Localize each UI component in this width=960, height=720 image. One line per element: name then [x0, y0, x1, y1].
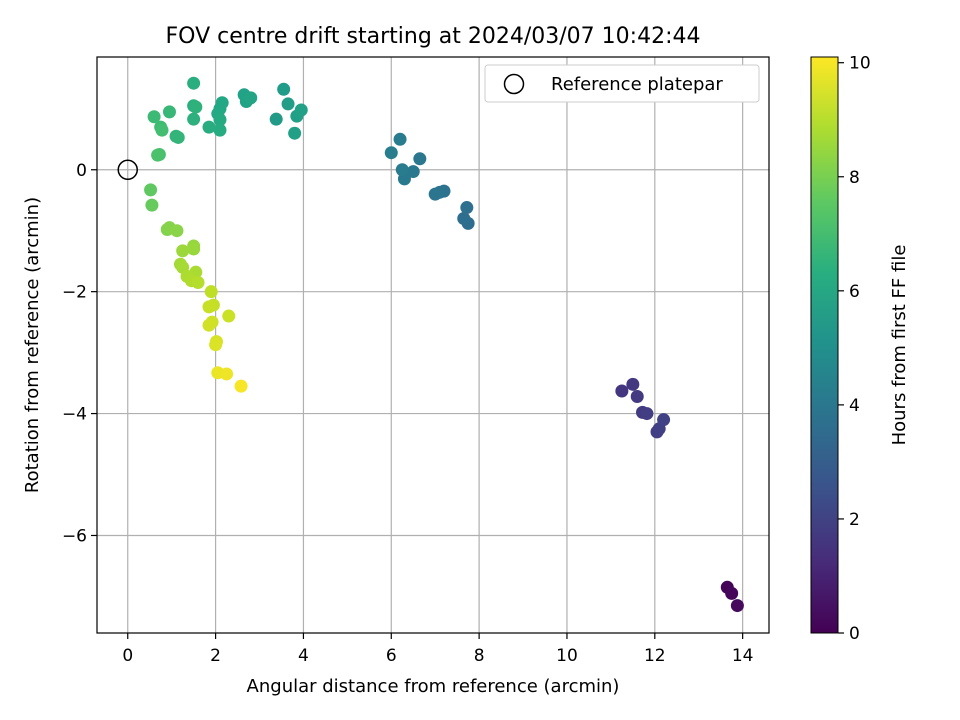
data-point: [187, 112, 201, 126]
data-point: [145, 198, 159, 212]
data-point: [413, 152, 427, 166]
data-point: [395, 163, 409, 177]
data-point: [730, 599, 744, 613]
data-point: [213, 113, 227, 127]
colorbar-gradient: [810, 56, 839, 634]
y-tick-label: −4: [62, 405, 87, 425]
grid-lines: [97, 57, 769, 633]
data-point: [725, 586, 739, 600]
x-axis-ticks: 0 2 4 6 8 10 12 14: [122, 633, 753, 666]
data-point: [176, 244, 190, 258]
data-point: [144, 183, 158, 197]
data-point: [162, 105, 176, 119]
data-point: [428, 187, 442, 201]
data-point: [244, 91, 258, 105]
x-tick-label: 0: [122, 646, 133, 666]
data-point: [630, 390, 644, 404]
y-tick-label: 0: [76, 161, 87, 181]
y-tick-label: −6: [62, 526, 87, 546]
data-point: [187, 76, 201, 90]
x-tick-label: 4: [298, 646, 309, 666]
data-point: [640, 407, 654, 421]
data-point: [294, 103, 308, 117]
data-point: [277, 82, 291, 96]
x-tick-label: 14: [732, 646, 754, 666]
data-point: [151, 148, 165, 162]
data-point: [406, 165, 420, 179]
y-axis-ticks: 0 −2 −4 −6: [62, 161, 97, 546]
colorbar-tick-label: 4: [849, 396, 860, 416]
colorbar-tick-label: 0: [849, 624, 860, 644]
data-point: [657, 413, 671, 427]
data-point: [281, 97, 295, 111]
colorbar-ticks: 0 2 4 6 8 10: [838, 54, 871, 644]
data-point: [234, 379, 248, 393]
data-point: [384, 146, 398, 160]
x-tick-label: 6: [386, 646, 397, 666]
data-point: [626, 377, 640, 391]
colorbar: 0 2 4 6 8 10 Hours from first FF file: [810, 54, 910, 644]
colorbar-tick-label: 2: [849, 510, 860, 530]
data-point: [191, 276, 205, 290]
data-point: [393, 132, 407, 146]
data-point: [222, 309, 236, 323]
data-point: [155, 123, 169, 137]
data-point: [269, 112, 283, 126]
x-tick-label: 2: [210, 646, 221, 666]
data-point: [204, 285, 218, 299]
x-tick-label: 10: [556, 646, 578, 666]
legend-marker-icon: [503, 73, 525, 95]
data-point: [288, 126, 302, 140]
data-point: [220, 367, 234, 381]
reference-point-marker: [117, 159, 138, 181]
colorbar-label: Hours from first FF file: [889, 245, 910, 446]
chart-title: FOV centre drift starting at 2024/03/07 …: [166, 24, 701, 49]
y-tick-label: −2: [62, 283, 87, 303]
data-points: [144, 76, 744, 613]
data-point: [202, 318, 216, 332]
data-point: [615, 384, 629, 398]
data-point: [147, 110, 161, 124]
x-tick-label: 12: [644, 646, 666, 666]
legend-box: [484, 64, 760, 103]
plot-frame: [96, 56, 770, 634]
x-tick-label: 8: [474, 646, 485, 666]
colorbar-tick-label: 6: [849, 282, 860, 302]
data-point: [213, 123, 227, 137]
legend-entry-reference: Reference platepar: [551, 74, 723, 95]
colorbar-tick-label: 8: [849, 168, 860, 188]
data-point: [189, 100, 203, 114]
data-point: [460, 201, 474, 215]
legend: Reference platepar: [484, 64, 760, 103]
y-axis-label: Rotation from reference (arcmin): [22, 197, 43, 493]
data-point: [215, 96, 229, 110]
data-point: [209, 338, 223, 352]
data-point: [170, 224, 184, 238]
data-point: [171, 130, 185, 144]
data-point: [187, 242, 201, 256]
data-point: [457, 212, 471, 226]
data-point: [202, 300, 216, 314]
data-point: [202, 120, 216, 134]
x-axis-label: Angular distance from reference (arcmin): [247, 676, 620, 697]
colorbar-tick-label: 10: [849, 54, 871, 74]
